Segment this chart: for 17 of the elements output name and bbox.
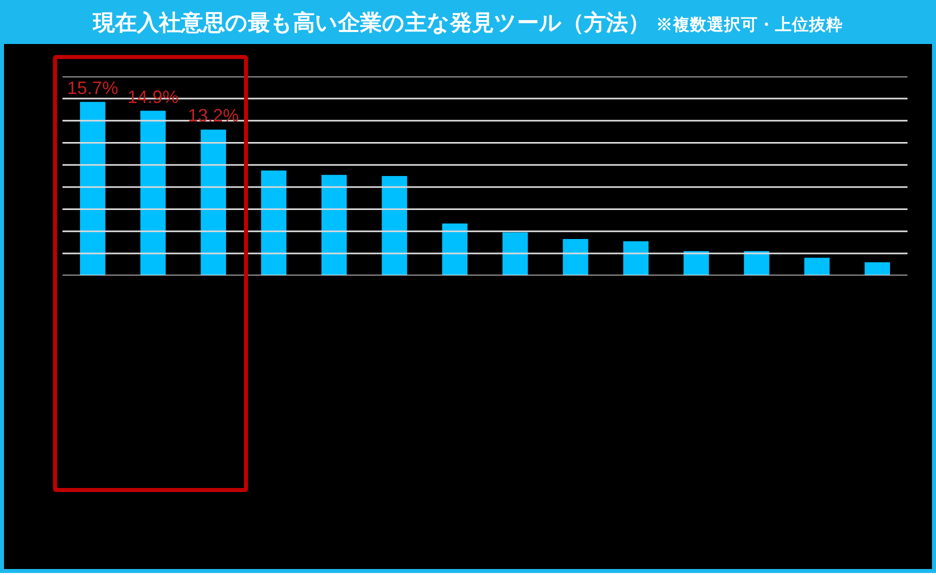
chart-title: 現在入社意思の最も高い企業の主な発見ツール（方法） — [93, 10, 650, 36]
bar — [261, 170, 286, 276]
bar — [623, 241, 649, 276]
bar — [80, 102, 106, 276]
data-label: 15.7% — [67, 78, 118, 98]
bar — [684, 251, 709, 276]
bar — [502, 232, 528, 276]
bar — [321, 174, 347, 276]
chart-subtitle: ※複数選択可・上位抜粋 — [656, 16, 843, 34]
bar — [140, 110, 166, 276]
bar — [382, 176, 408, 276]
bar — [200, 130, 226, 276]
bar — [562, 239, 588, 276]
bar — [442, 224, 468, 276]
bar — [744, 251, 770, 276]
bar — [804, 258, 830, 276]
bar — [864, 262, 890, 276]
